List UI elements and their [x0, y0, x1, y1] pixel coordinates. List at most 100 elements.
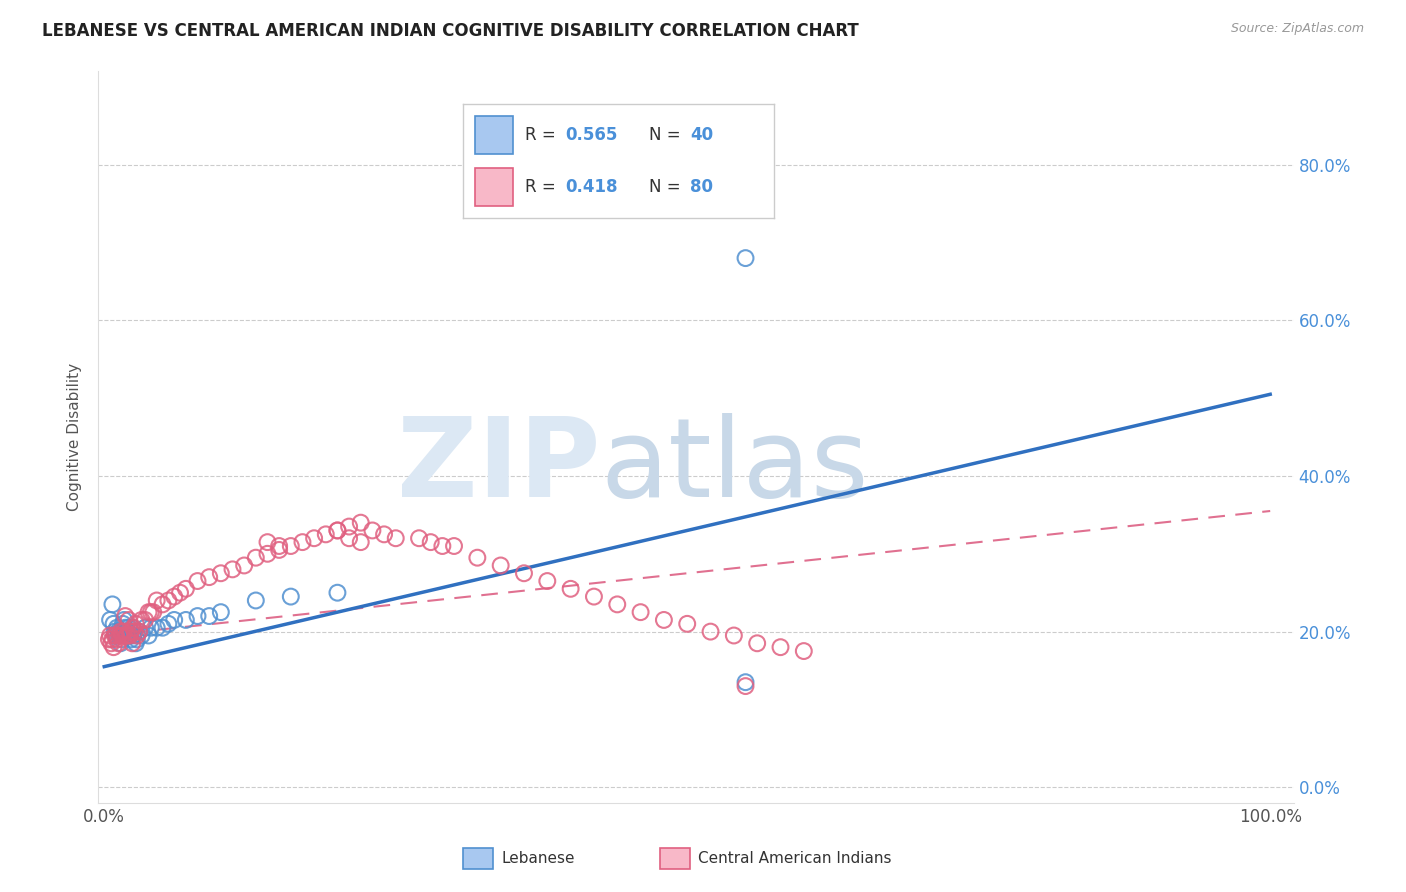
- Point: [103, 616, 125, 631]
- Point: [111, 616, 134, 631]
- Point: [513, 566, 536, 581]
- Point: [134, 613, 156, 627]
- Point: [100, 636, 122, 650]
- Point: [174, 582, 197, 596]
- Point: [128, 624, 150, 639]
- Point: [163, 613, 186, 627]
- Point: [174, 613, 197, 627]
- Point: [560, 582, 582, 596]
- Point: [245, 593, 267, 607]
- Point: [350, 535, 373, 549]
- Point: [104, 624, 127, 639]
- Point: [124, 624, 146, 639]
- Point: [125, 636, 148, 650]
- Point: [142, 605, 165, 619]
- Point: [163, 590, 186, 604]
- Point: [120, 632, 142, 647]
- Point: [209, 605, 232, 619]
- Point: [315, 527, 337, 541]
- Point: [280, 539, 302, 553]
- Point: [337, 531, 360, 545]
- Point: [233, 558, 256, 573]
- Point: [111, 628, 134, 642]
- Point: [122, 628, 145, 642]
- Point: [108, 628, 131, 642]
- Point: [118, 628, 141, 642]
- Point: [467, 550, 489, 565]
- Point: [125, 616, 148, 631]
- Point: [114, 609, 136, 624]
- Point: [536, 574, 558, 588]
- Point: [115, 628, 138, 642]
- Point: [101, 632, 124, 647]
- Point: [291, 535, 314, 549]
- Point: [117, 628, 139, 642]
- Text: Central American Indians: Central American Indians: [699, 851, 891, 866]
- Point: [105, 632, 128, 647]
- Point: [138, 605, 160, 619]
- Point: [186, 574, 208, 588]
- Point: [98, 628, 121, 642]
- Point: [157, 616, 180, 631]
- Point: [104, 628, 127, 642]
- Point: [110, 636, 132, 650]
- Point: [101, 598, 124, 612]
- Text: LEBANESE VS CENTRAL AMERICAN INDIAN COGNITIVE DISABILITY CORRELATION CHART: LEBANESE VS CENTRAL AMERICAN INDIAN COGN…: [42, 22, 859, 40]
- Text: Lebanese: Lebanese: [501, 851, 575, 866]
- Point: [734, 675, 756, 690]
- Point: [169, 585, 191, 599]
- Point: [723, 628, 745, 642]
- Point: [107, 624, 129, 639]
- Point: [769, 640, 792, 655]
- Point: [134, 621, 156, 635]
- Point: [152, 598, 174, 612]
- Point: [326, 524, 349, 538]
- Point: [734, 251, 756, 265]
- Point: [256, 547, 278, 561]
- Point: [111, 628, 134, 642]
- Bar: [463, 848, 494, 869]
- Point: [112, 624, 135, 639]
- Point: [699, 624, 721, 639]
- Point: [419, 535, 441, 549]
- Point: [373, 527, 395, 541]
- Point: [269, 542, 291, 557]
- Point: [118, 628, 141, 642]
- Point: [128, 624, 150, 639]
- Y-axis label: Cognitive Disability: Cognitive Disability: [67, 363, 83, 511]
- Point: [793, 644, 815, 658]
- Point: [209, 566, 232, 581]
- Point: [432, 539, 454, 553]
- Point: [110, 624, 132, 639]
- Point: [198, 570, 221, 584]
- Point: [125, 632, 148, 647]
- Point: [157, 593, 180, 607]
- Point: [131, 613, 153, 627]
- Point: [152, 621, 174, 635]
- Point: [630, 605, 652, 619]
- Point: [489, 558, 512, 573]
- Point: [107, 636, 129, 650]
- Point: [118, 613, 141, 627]
- Point: [408, 531, 430, 545]
- Point: [139, 621, 162, 635]
- Point: [131, 628, 153, 642]
- Point: [122, 621, 145, 635]
- Point: [115, 628, 138, 642]
- Point: [652, 613, 675, 627]
- Point: [108, 628, 131, 642]
- Point: [198, 609, 221, 624]
- Point: [361, 524, 384, 538]
- Point: [256, 535, 278, 549]
- Point: [104, 628, 127, 642]
- Text: ZIP: ZIP: [396, 413, 600, 520]
- Point: [112, 613, 135, 627]
- Point: [443, 539, 465, 553]
- Point: [221, 562, 243, 576]
- Point: [245, 550, 267, 565]
- Point: [337, 519, 360, 533]
- Point: [186, 609, 208, 624]
- Point: [118, 621, 141, 635]
- Point: [582, 590, 605, 604]
- Bar: [661, 848, 690, 869]
